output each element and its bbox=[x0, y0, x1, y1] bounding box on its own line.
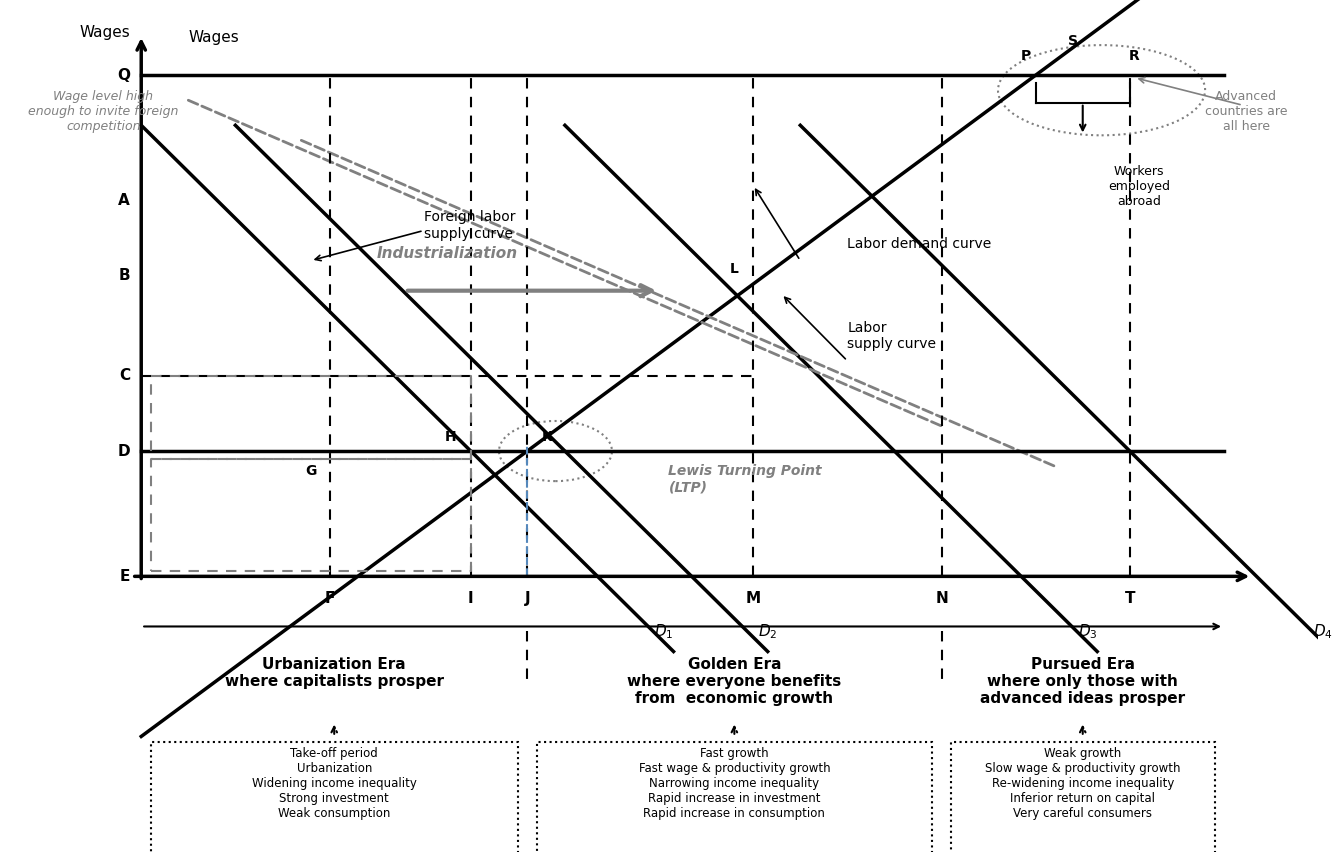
Text: F: F bbox=[324, 591, 334, 607]
Text: A: A bbox=[119, 193, 131, 208]
Text: S: S bbox=[1068, 33, 1079, 48]
Text: M: M bbox=[746, 591, 761, 607]
Text: Workers
employed
abroad: Workers employed abroad bbox=[1108, 165, 1171, 209]
Text: Foreign labor
supply curve: Foreign labor supply curve bbox=[424, 210, 515, 241]
Text: $D_3$: $D_3$ bbox=[1078, 623, 1098, 642]
Text: Urbanization Era
where capitalists prosper: Urbanization Era where capitalists prosp… bbox=[225, 657, 444, 689]
Text: Q: Q bbox=[117, 67, 131, 83]
Text: Lewis Turning Point
(LTP): Lewis Turning Point (LTP) bbox=[669, 464, 822, 494]
Text: G: G bbox=[305, 464, 317, 478]
Text: R: R bbox=[1130, 49, 1140, 63]
Text: $D_2$: $D_2$ bbox=[758, 623, 778, 642]
Text: H: H bbox=[445, 429, 457, 444]
Text: L: L bbox=[730, 262, 739, 277]
Text: D: D bbox=[117, 444, 131, 458]
Text: P: P bbox=[1022, 49, 1031, 63]
Text: Labor
supply curve: Labor supply curve bbox=[847, 320, 936, 351]
Text: I: I bbox=[468, 591, 474, 607]
Text: C: C bbox=[119, 368, 131, 383]
Text: B: B bbox=[119, 268, 131, 283]
Text: E: E bbox=[120, 569, 131, 584]
Text: Weak growth
Slow wage & productivity growth
Re-widening income inequality
Inferi: Weak growth Slow wage & productivity gro… bbox=[984, 746, 1180, 820]
Text: Wage level high
enough to invite foreign
competition: Wage level high enough to invite foreign… bbox=[28, 90, 178, 133]
Text: $D_4$: $D_4$ bbox=[1313, 623, 1332, 642]
Text: Fast growth
Fast wage & productivity growth
Narrowing income inequality
Rapid in: Fast growth Fast wage & productivity gro… bbox=[638, 746, 830, 820]
Text: T: T bbox=[1124, 591, 1135, 607]
Text: Wages: Wages bbox=[188, 30, 238, 45]
Text: $D_1$: $D_1$ bbox=[654, 623, 674, 642]
Text: Advanced
countries are
all here: Advanced countries are all here bbox=[1205, 90, 1288, 133]
Text: Wages: Wages bbox=[79, 25, 131, 40]
Text: Pursued Era
where only those with
advanced ideas prosper: Pursued Era where only those with advanc… bbox=[980, 657, 1185, 706]
Text: Golden Era
where everyone benefits
from  economic growth: Golden Era where everyone benefits from … bbox=[627, 657, 842, 706]
Text: N: N bbox=[935, 591, 948, 607]
Text: Take-off period
Urbanization
Widening income inequality
Strong investment
Weak c: Take-off period Urbanization Widening in… bbox=[252, 746, 417, 820]
Text: K: K bbox=[541, 429, 551, 444]
Text: J: J bbox=[525, 591, 530, 607]
Text: Labor demand curve: Labor demand curve bbox=[847, 237, 991, 250]
Text: Industrialization: Industrialization bbox=[377, 245, 518, 261]
